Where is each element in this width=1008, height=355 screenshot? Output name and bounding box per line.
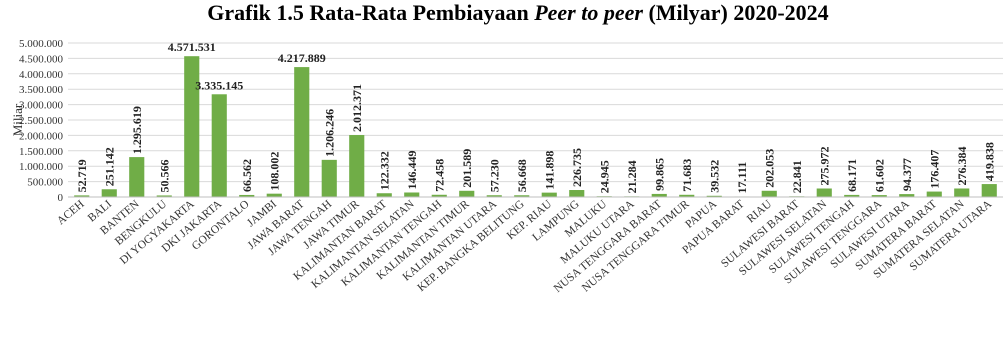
bar-banten (129, 157, 145, 197)
bar-nusa-tenggara-barat (651, 193, 667, 197)
bar-sulawesi-utara (899, 194, 915, 197)
y-tick-label: 500.000 (27, 177, 63, 189)
y-tick-label: 2.500.000 (19, 115, 64, 127)
bar-kalimantan-selatan (404, 192, 420, 197)
data-label: 122.332 (377, 151, 391, 190)
bar-gorontalo (239, 194, 255, 197)
data-label: 66.562 (240, 159, 254, 192)
bar-kep-bangka-belitung (514, 195, 530, 197)
bar-jawa-timur (349, 135, 365, 197)
chart-title-part: (Milyar) 2020-2024 (643, 0, 829, 25)
data-label: 52.719 (75, 159, 89, 192)
data-label: 202.053 (762, 149, 776, 188)
bar-kalimantan-utara (486, 195, 502, 197)
bar-papua (706, 195, 722, 197)
bar-jawa-tengah (321, 159, 337, 197)
bar-bengkulu (156, 195, 172, 197)
data-label: 24.945 (597, 160, 611, 193)
bar-kep-riau (541, 192, 557, 197)
bars (74, 56, 997, 198)
bar-sulawesi-tenggara (871, 195, 887, 197)
data-label: 141.898 (542, 151, 556, 190)
data-label: 39.532 (707, 160, 721, 193)
data-label: 17.111 (735, 162, 749, 194)
y-tick-label: 1.500.000 (19, 146, 64, 158)
data-label: 146.449 (405, 150, 419, 189)
y-tick-label: 3.000.000 (19, 100, 64, 112)
bar-sulawesi-selatan (816, 188, 832, 197)
data-label: 21.284 (625, 160, 639, 193)
data-label: 4.217.889 (278, 51, 326, 65)
data-label: 2.012.371 (350, 84, 364, 132)
data-label: 275.972 (817, 147, 831, 186)
bar-kalimantan-timur (459, 190, 475, 197)
data-labels: 52.719 251.142 1.295.619 50.566 4.571.531 3.3… (75, 40, 997, 193)
bar-kalimantan-tengah (431, 194, 447, 197)
y-tick-label: 4.000.000 (19, 69, 64, 81)
bar-di-yogyakarta (184, 56, 200, 198)
bar-jambi (266, 193, 282, 197)
y-tick-label: 5.000.000 (19, 38, 64, 50)
data-label: 108.002 (267, 152, 281, 191)
bar-aceh (74, 195, 90, 197)
data-label: 3.335.145 (195, 78, 243, 92)
data-label: 1.295.619 (130, 106, 144, 154)
data-label: 4.571.531 (168, 40, 216, 54)
bar-jawa-barat (294, 67, 310, 197)
data-label: 176.407 (927, 150, 941, 189)
data-label: 72.458 (432, 159, 446, 192)
bar-sulawesi-tengah (844, 194, 860, 197)
bar-lampung (569, 190, 585, 197)
y-tick-label: 0 (58, 192, 64, 204)
grid (68, 42, 1003, 198)
data-label: 56.668 (515, 159, 529, 192)
y-axis-label: Miliar (10, 103, 25, 136)
bar-sumatera-selatan (954, 188, 970, 197)
data-label: 71.683 (680, 159, 694, 192)
bar-bali (101, 189, 117, 197)
data-label: 1.206.246 (322, 109, 336, 157)
data-label: 22.841 (790, 160, 804, 193)
bar-kalimantan-barat (376, 193, 392, 197)
y-tick-label: 3.500.000 (19, 84, 64, 96)
chart-title-part: Peer to peer (533, 0, 643, 25)
bar-nusa-tenggara-timur (679, 194, 695, 197)
data-label: 68.171 (845, 159, 859, 192)
data-label: 99.865 (652, 158, 666, 191)
y-tick-label: 2.000.000 (19, 130, 64, 142)
data-label: 201.589 (460, 149, 474, 188)
chart-title: Grafik 1.5 Rata-Rata Pembiayaan Peer to … (207, 0, 828, 25)
y-axis-ticks: 0 500.000 1.000.000 1.500.000 2.000.000 2.500… (19, 38, 64, 204)
data-label: 226.735 (570, 148, 584, 187)
data-label: 251.142 (102, 147, 116, 186)
y-tick-label: 1.000.000 (19, 161, 64, 173)
bar-riau (761, 190, 777, 197)
bar-sumatera-utara (981, 184, 997, 197)
y-tick-label: 4.500.000 (19, 53, 64, 65)
bar-dki-jakarta (211, 94, 227, 197)
data-label: 61.602 (872, 159, 886, 192)
data-label: 419.838 (982, 142, 996, 181)
data-label: 50.566 (157, 159, 171, 192)
data-label: 57.230 (487, 159, 501, 192)
bar-sumatera-barat (926, 191, 942, 197)
data-label: 276.384 (955, 146, 969, 185)
chart-title-part: Grafik 1.5 Rata-Rata Pembiayaan (207, 0, 534, 25)
data-label: 94.377 (900, 158, 914, 191)
